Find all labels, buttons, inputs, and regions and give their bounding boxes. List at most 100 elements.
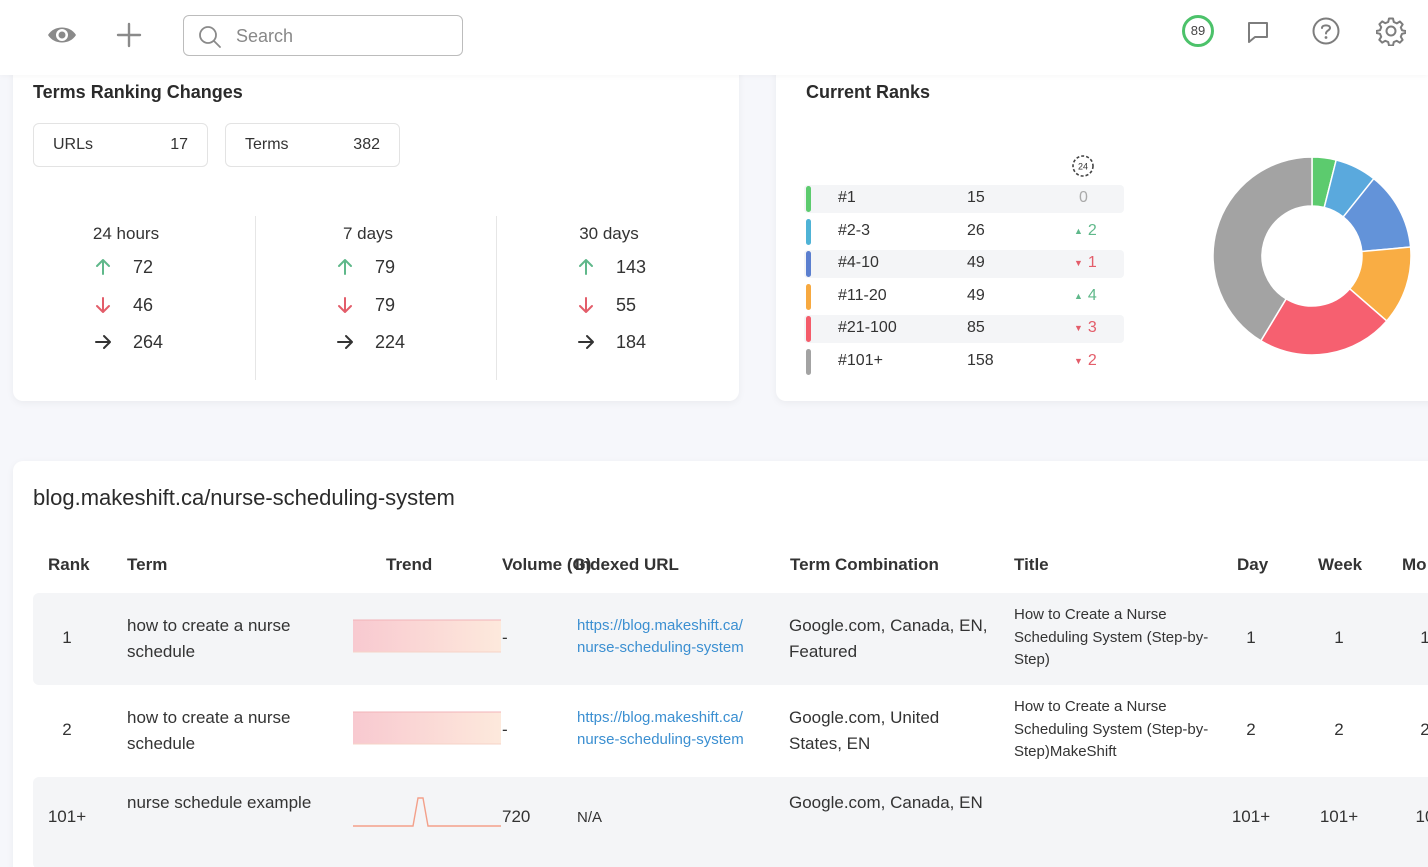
top-bar: 89 xyxy=(0,0,1428,75)
week-cell: 1 xyxy=(1334,628,1344,647)
rank-row[interactable]: #11-20 49 ▲ 4 xyxy=(804,283,1124,311)
url-line: nurse-scheduling-system xyxy=(577,639,744,656)
down-row: 55 xyxy=(576,293,636,317)
col-header-term-combination[interactable]: Term Combination xyxy=(790,555,939,574)
table-row[interactable]: 101+ nurse schedule example 720 N/A Goog… xyxy=(33,777,1428,867)
rank-color-bar xyxy=(806,283,811,310)
triangle-up-icon: ▲ xyxy=(1074,290,1083,301)
rank-delta: ▲ 2 xyxy=(1074,222,1097,240)
month-cell: 1 xyxy=(1420,628,1428,647)
rank-color-bar xyxy=(806,186,811,212)
period-label: 24 hours xyxy=(92,224,160,243)
down-count: 79 xyxy=(375,294,396,315)
clock-24h-icon[interactable]: 24 xyxy=(1071,154,1095,178)
rank-row[interactable]: #2-3 26 ▲ 2 xyxy=(804,218,1124,246)
rank-label: #1 xyxy=(838,189,856,206)
donut-slice-21100[interactable] xyxy=(1259,287,1388,356)
same-count: 264 xyxy=(133,331,164,352)
period-label: 7 days xyxy=(342,224,394,243)
indexed-url-cell: N/A xyxy=(577,809,603,826)
col-header-indexed-url[interactable]: Indexed URL xyxy=(575,555,679,574)
terms-pill[interactable]: Terms 382 xyxy=(225,123,400,167)
donut-slice-101[interactable] xyxy=(1212,156,1313,342)
search-icon xyxy=(198,25,222,49)
search-box[interactable] xyxy=(183,15,463,56)
rank-color-bar xyxy=(806,218,811,245)
rank-row[interactable]: #4-10 49 ▼ 1 xyxy=(804,250,1124,278)
col-header-title[interactable]: Title xyxy=(1014,555,1049,574)
arrow-right-icon xyxy=(95,335,111,349)
rank-label: #4-10 xyxy=(838,254,879,271)
rank-donut-chart xyxy=(1212,156,1412,356)
arrow-down-icon xyxy=(338,297,352,313)
same-row: 264 xyxy=(93,330,163,354)
triangle-down-icon: ▼ xyxy=(1074,355,1083,366)
urls-pill[interactable]: URLs 17 xyxy=(33,123,208,167)
score-ring-icon xyxy=(1182,15,1214,47)
rank-row[interactable]: #1 15 0 xyxy=(804,185,1124,213)
chat-icon[interactable] xyxy=(1242,16,1274,48)
period-30d: 30 days 143 55 184 xyxy=(496,216,738,381)
rank-delta: 0 xyxy=(1079,189,1088,207)
week-cell: 101+ xyxy=(1319,807,1359,826)
combination-cell: Google.com, Canada, EN xyxy=(789,793,983,812)
col-header-month[interactable]: Mo xyxy=(1402,555,1427,574)
card-title: Terms Ranking Changes xyxy=(33,82,243,102)
triangle-up-icon: ▲ xyxy=(1074,225,1083,236)
url-title[interactable]: blog.makeshift.ca/nurse-scheduling-syste… xyxy=(33,485,455,510)
same-row: 184 xyxy=(576,330,646,354)
col-header-rank[interactable]: Rank xyxy=(48,555,90,574)
col-header-volume[interactable]: Volume (G) xyxy=(502,555,592,574)
table-row[interactable]: 1 how to create a nurse schedule - https… xyxy=(33,593,1428,685)
col-header-day[interactable]: Day xyxy=(1237,555,1269,574)
period-label: 30 days xyxy=(579,224,639,243)
period-24h: 24 hours 72 46 264 xyxy=(13,216,255,381)
rank-label: #11-20 xyxy=(838,286,887,304)
arrow-up-icon xyxy=(579,259,593,275)
trend-sparkline xyxy=(353,711,501,745)
down-row: 79 xyxy=(335,293,395,317)
gear-icon[interactable] xyxy=(1374,14,1408,48)
rank-delta-value: 3 xyxy=(1087,319,1097,336)
rank-delta: ▼ 2 xyxy=(1074,352,1097,370)
url-line: https://blog.makeshift.ca/ xyxy=(577,709,743,726)
help-icon[interactable] xyxy=(1309,14,1343,48)
pill-value: 382 xyxy=(353,136,380,153)
day-cell: 1 xyxy=(1246,628,1256,647)
col-header-week[interactable]: Week xyxy=(1318,555,1363,574)
combination-cell: Google.com, Canada, EN, Featured xyxy=(789,616,988,661)
down-count: 55 xyxy=(616,294,637,315)
indexed-url-link[interactable]: https://blog.makeshift.ca/nurse-scheduli… xyxy=(577,615,777,659)
rank-row[interactable]: #101+ 158 ▼ 2 xyxy=(804,348,1124,376)
table-row[interactable]: 2 how to create a nurse schedule - https… xyxy=(33,685,1428,777)
term-cell: how to create a nurse schedule xyxy=(127,616,291,661)
pill-value: 17 xyxy=(170,136,188,153)
indexed-url-link[interactable]: https://blog.makeshift.ca/nurse-scheduli… xyxy=(577,707,777,751)
term-cell: nurse schedule example xyxy=(127,793,312,812)
trend-sparkline xyxy=(353,797,501,827)
up-row: 143 xyxy=(576,255,646,279)
down-row: 46 xyxy=(93,293,153,317)
period-7d: 7 days 79 79 224 xyxy=(255,216,497,381)
same-count: 184 xyxy=(616,331,647,352)
col-header-term[interactable]: Term xyxy=(127,555,168,574)
col-header-trend[interactable]: Trend xyxy=(386,555,433,574)
plus-icon[interactable] xyxy=(112,18,146,52)
arrow-down-icon xyxy=(579,297,593,313)
rank-delta: ▼ 1 xyxy=(1074,254,1097,272)
up-count: 79 xyxy=(375,256,396,277)
month-cell: 2 xyxy=(1420,720,1428,739)
rank-row[interactable]: #21-100 85 ▼ 3 xyxy=(804,315,1124,343)
card-title: Current Ranks xyxy=(806,82,931,102)
clock-label: 24 xyxy=(1078,162,1088,172)
rank-delta-value: 2 xyxy=(1087,221,1097,239)
volume-cell: 720 xyxy=(502,807,531,826)
rank-count: 158 xyxy=(967,351,994,369)
rank-delta-value: 2 xyxy=(1087,351,1097,369)
search-input[interactable] xyxy=(236,22,451,50)
eye-icon[interactable] xyxy=(44,20,80,50)
terms-ranking-changes-card: Terms Ranking Changes URLs 17 Terms 382 … xyxy=(13,40,739,401)
term-cell: how to create a nurse schedule xyxy=(127,708,291,753)
volume-cell: - xyxy=(502,628,508,647)
score-badge[interactable]: 89 xyxy=(1181,14,1215,48)
